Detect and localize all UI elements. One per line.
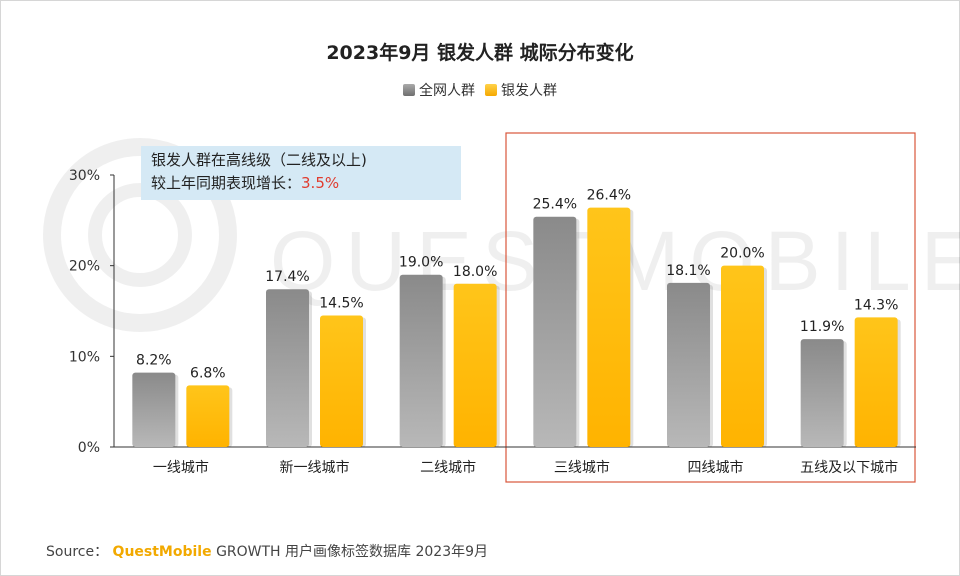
bar-all-users bbox=[132, 372, 176, 447]
bar-value-label: 8.2% bbox=[136, 353, 172, 369]
highlight-box bbox=[505, 132, 916, 483]
bar-silver-users bbox=[320, 315, 363, 447]
chart-title: 2023年9月 银发人群 城际分布变化 bbox=[326, 42, 634, 64]
bar-all-users bbox=[533, 216, 577, 447]
legend-label-all-users: 全网人群 bbox=[419, 83, 475, 99]
bar-value-label: 14.5% bbox=[319, 296, 363, 312]
x-tick-label: 一线城市 bbox=[153, 459, 209, 476]
bar-value-label: 25.4% bbox=[533, 197, 577, 213]
legend-item-all-users: 全网人群 bbox=[403, 80, 475, 100]
bar-value-label: 26.4% bbox=[587, 188, 631, 204]
source-line: Source： QuestMobile GROWTH 用户画像标签数据库 202… bbox=[46, 541, 488, 561]
legend-swatch-yellow bbox=[485, 84, 497, 96]
growth-annotation: 银发人群在高线级（二线及以上) 较上年同期表现增长：3.5% bbox=[141, 146, 461, 200]
x-tick-label: 二线城市 bbox=[420, 459, 476, 476]
legend-item-silver-users: 银发人群 bbox=[485, 80, 557, 100]
y-tick-label: 0% bbox=[78, 440, 100, 456]
bar-all-users bbox=[266, 289, 309, 447]
annotation-value: 3.5% bbox=[301, 174, 340, 192]
bar-value-label: 14.3% bbox=[854, 297, 898, 313]
bar-value-label: 17.4% bbox=[265, 269, 309, 285]
source-brand: QuestMobile bbox=[112, 544, 212, 560]
bar-silver-users bbox=[453, 283, 497, 447]
bar-silver-users bbox=[587, 207, 631, 447]
bar-all-users bbox=[800, 339, 844, 447]
bar-all-users bbox=[399, 274, 443, 447]
bar-value-label: 18.0% bbox=[453, 264, 497, 280]
x-tick-label: 新一线城市 bbox=[280, 459, 350, 476]
annotation-line-2: 较上年同期表现增长：3.5% bbox=[151, 172, 461, 195]
bar-silver-users bbox=[854, 317, 898, 447]
y-tick-label: 10% bbox=[69, 349, 100, 365]
bar-value-label: 11.9% bbox=[800, 319, 844, 335]
y-tick-label: 30% bbox=[69, 168, 100, 184]
bar-silver-users bbox=[186, 385, 230, 447]
bar-value-label: 18.1% bbox=[666, 263, 710, 279]
annotation-line-1: 银发人群在高线级（二线及以上) bbox=[151, 151, 367, 169]
bar-value-label: 19.0% bbox=[399, 255, 443, 271]
bar-all-users bbox=[667, 282, 710, 447]
legend-label-silver-users: 银发人群 bbox=[501, 83, 557, 99]
source-label: Source： bbox=[46, 544, 109, 560]
bar-value-label: 6.8% bbox=[190, 365, 226, 381]
y-tick-label: 20% bbox=[69, 259, 100, 275]
annotation-text: 较上年同期表现增长： bbox=[151, 174, 302, 192]
legend-swatch-gray bbox=[403, 84, 415, 96]
x-tick-label: 三线城市 bbox=[554, 459, 610, 476]
bar-silver-users bbox=[721, 265, 764, 447]
legend: 全网人群 银发人群 bbox=[0, 80, 960, 100]
x-tick-label: 四线城市 bbox=[688, 459, 744, 476]
source-text: GROWTH 用户画像标签数据库 2023年9月 bbox=[216, 544, 489, 560]
bar-value-label: 20.0% bbox=[720, 246, 764, 262]
x-tick-label: 五线及以下城市 bbox=[800, 459, 898, 476]
